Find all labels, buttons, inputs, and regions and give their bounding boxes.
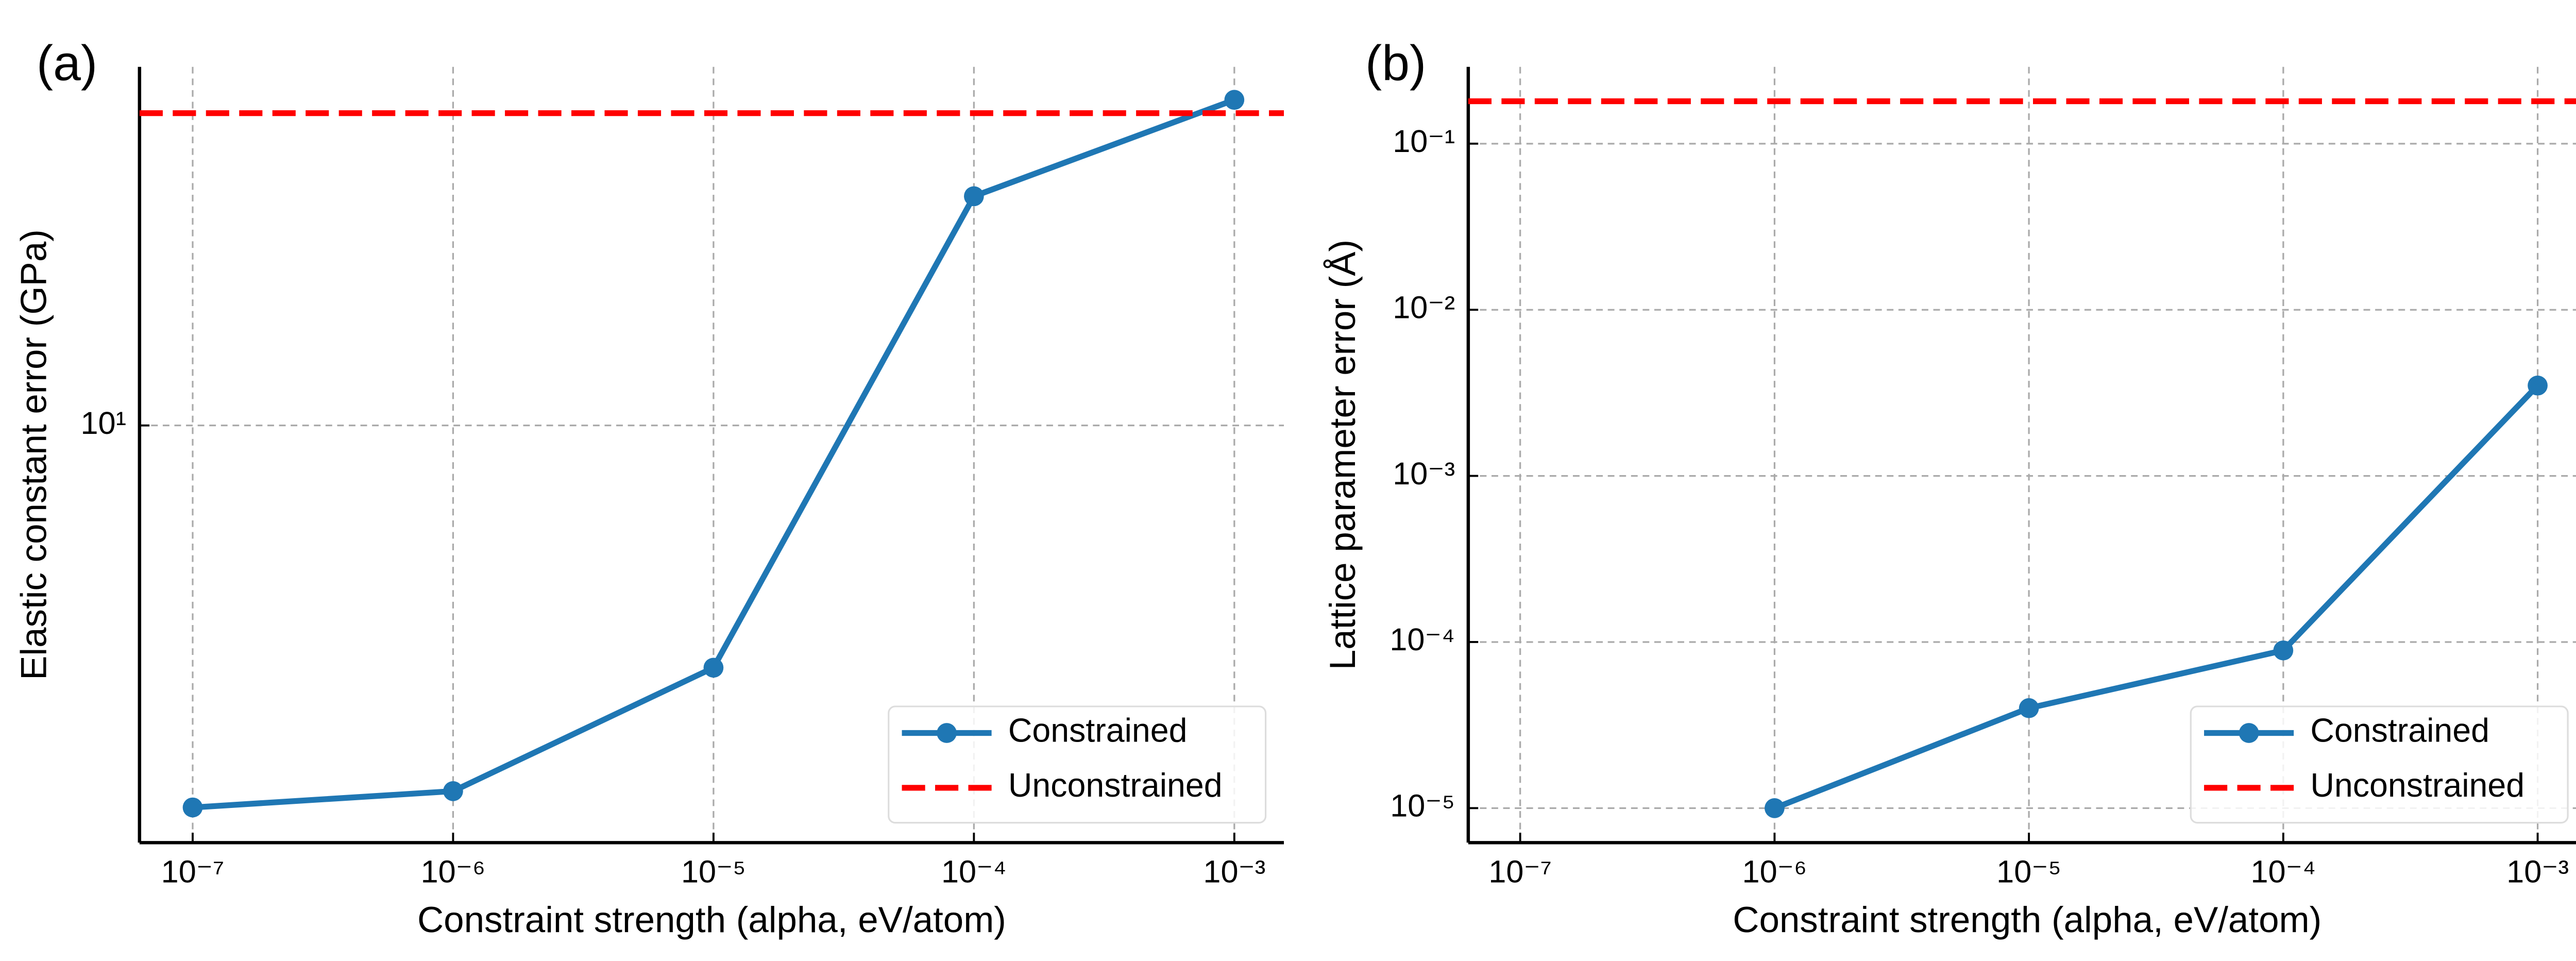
data-point bbox=[182, 797, 203, 818]
x-tick-label: 10⁻⁴ bbox=[2250, 854, 2316, 889]
panel: (a) 10⁻⁷ 10⁻⁶ 10⁻⁵ 10⁻⁴ 10⁻³ 10¹ Constraint str… bbox=[14, 35, 1284, 940]
x-axis-label: Constraint strength (alpha, eV/atom) bbox=[417, 900, 1006, 940]
data-point bbox=[1224, 90, 1245, 110]
y-axis-label: Lattice parameter error (Å) bbox=[1323, 240, 1363, 670]
x-axis-label: Constraint strength (alpha, eV/atom) bbox=[1733, 900, 2321, 940]
x-tick-label: 10⁻⁵ bbox=[1996, 854, 2061, 889]
data-point bbox=[964, 186, 984, 207]
data-point bbox=[703, 657, 724, 678]
y-axis-label: Elastic constant error (GPa) bbox=[14, 229, 55, 680]
panel-label: (a) bbox=[37, 35, 97, 91]
x-tick-label: 10⁻⁶ bbox=[421, 854, 486, 889]
y-tick-label: 10⁻¹ bbox=[1393, 124, 1455, 159]
x-tick-label: 10⁻⁶ bbox=[1742, 854, 1807, 889]
data-point bbox=[443, 781, 463, 801]
data-point bbox=[1765, 798, 1785, 818]
panel: (b) 10⁻⁷ 10⁻⁶ 10⁻⁵ 10⁻⁴ 10⁻³ 10⁻⁵ 10⁻⁴ 10⁻³ 10⁻² 1… bbox=[1323, 35, 2576, 940]
y-tick-label: 10¹ bbox=[80, 406, 126, 441]
x-tick-label: 10⁻⁷ bbox=[161, 854, 225, 889]
x-tick-label: 10⁻⁷ bbox=[1488, 854, 1552, 889]
x-tick-label: 10⁻³ bbox=[2506, 854, 2569, 889]
x-tick-label: 10⁻⁵ bbox=[681, 854, 746, 889]
legend-label: Unconstrained bbox=[1008, 767, 1223, 804]
y-tick-label: 10⁻³ bbox=[1393, 456, 1455, 491]
legend-marker bbox=[937, 723, 957, 743]
y-tick-label: 10⁻⁵ bbox=[1390, 788, 1455, 823]
data-point bbox=[2528, 375, 2548, 396]
x-tick-label: 10⁻³ bbox=[1203, 854, 1265, 889]
x-tick-label: 10⁻⁴ bbox=[941, 854, 1007, 889]
data-line bbox=[1773, 383, 2540, 811]
data-point bbox=[2273, 640, 2294, 661]
legend-marker bbox=[2239, 723, 2259, 743]
y-tick-label: 10⁻² bbox=[1393, 290, 1455, 325]
data-point bbox=[2019, 698, 2039, 718]
legend-label: Constrained bbox=[1008, 712, 1188, 749]
panel-label: (b) bbox=[1365, 35, 1426, 91]
legend-label: Constrained bbox=[2310, 712, 2489, 749]
y-tick-label: 10⁻⁴ bbox=[1389, 622, 1455, 657]
legend-label: Unconstrained bbox=[2310, 767, 2524, 804]
